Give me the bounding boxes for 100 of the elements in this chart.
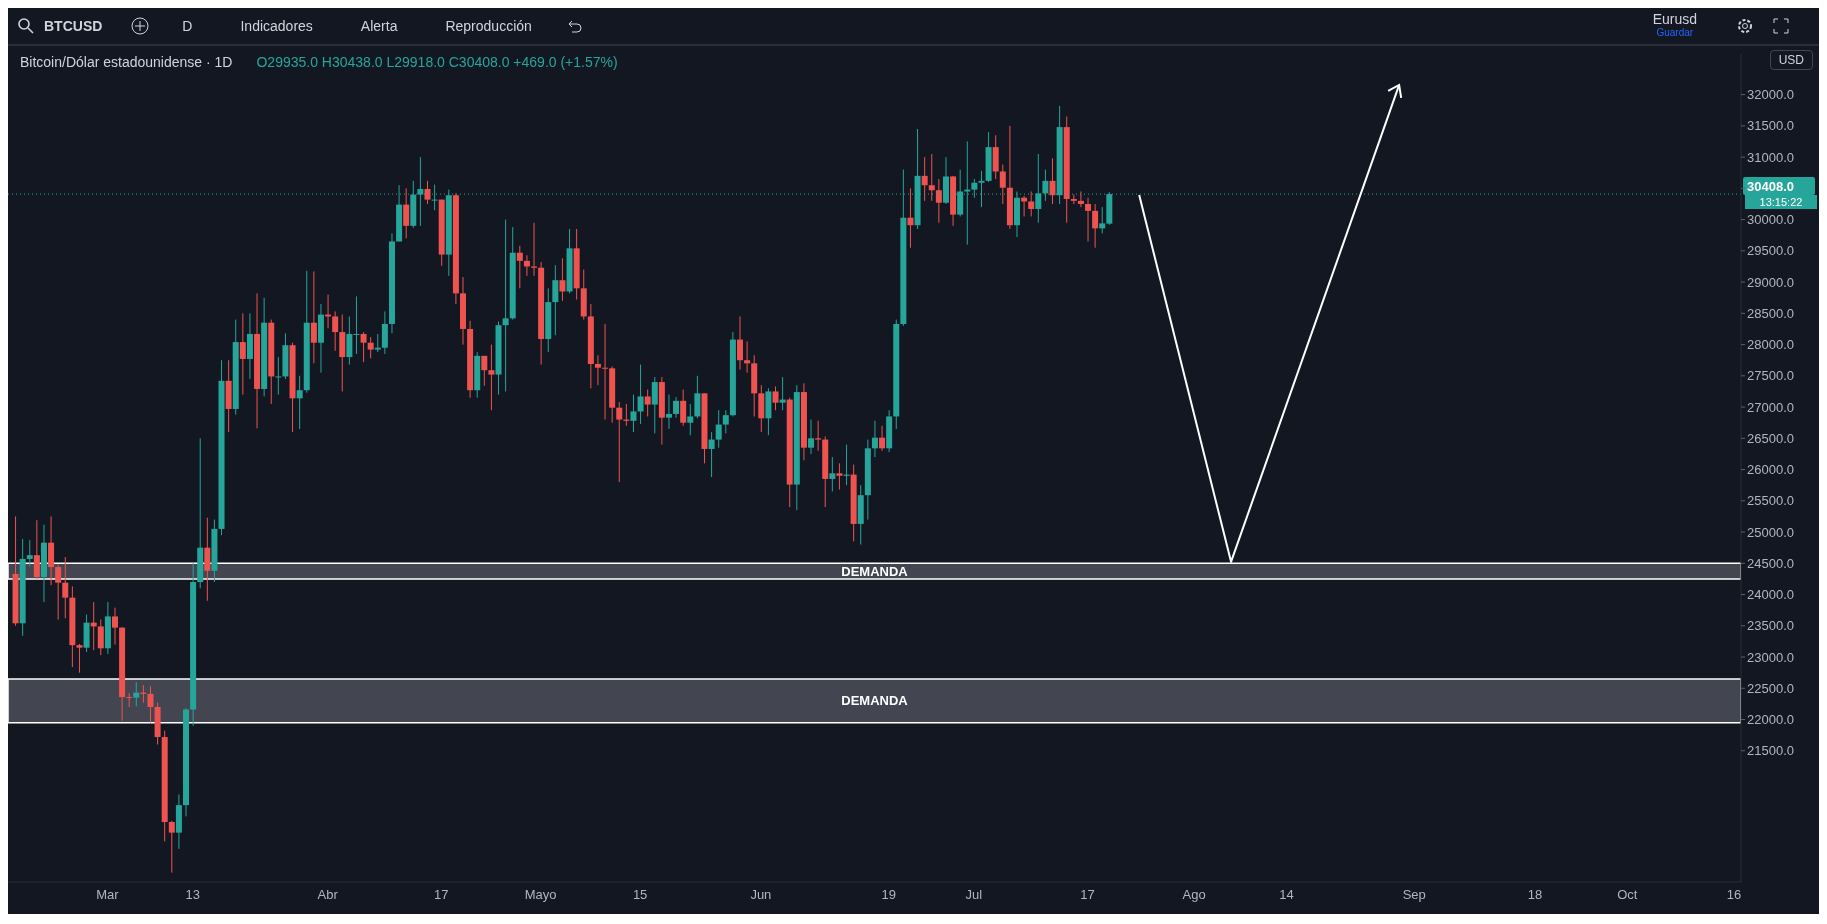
candlestick [630, 394, 637, 433]
y-tick-label: 28500.0 [1747, 305, 1794, 321]
candlestick [665, 394, 672, 430]
y-tick-label: 31500.0 [1747, 118, 1794, 134]
y-tick-label: 24500.0 [1747, 555, 1794, 571]
candlestick [879, 425, 886, 452]
y-tick-label: 24000.0 [1747, 587, 1794, 603]
text: Guardar [1656, 26, 1694, 40]
candlestick [488, 344, 495, 411]
y-tick-label: 28000.0 [1747, 337, 1794, 353]
candlestick [772, 385, 779, 411]
candlestick [111, 607, 118, 646]
candlestick [999, 164, 1006, 205]
chart-subtitle: O29935.0 H30438.0 L29918.0 C30408.0 +469.0 (+1.57%) [256, 54, 618, 70]
y-tick-label: 25000.0 [1747, 524, 1794, 540]
candlestick [374, 333, 381, 353]
candlestick [921, 156, 928, 202]
text: Alerta [360, 18, 398, 34]
candlestick [1049, 157, 1056, 205]
candlestick [687, 403, 694, 436]
candlestick [616, 401, 623, 483]
candlestick [808, 419, 815, 455]
band-label: DEMANDA [841, 563, 909, 579]
y-tick-label: 29500.0 [1747, 243, 1794, 259]
candlestick [559, 257, 566, 302]
candlestick [644, 389, 651, 417]
candlestick [239, 312, 246, 396]
candlestick [133, 681, 140, 707]
y-tick-label: 22500.0 [1747, 680, 1794, 696]
y-tick-label: 26000.0 [1747, 462, 1794, 478]
x-tick-label: Abr [317, 887, 339, 903]
y-tick-label: 31000.0 [1747, 149, 1794, 165]
candlestick [722, 409, 729, 434]
candlestick [779, 376, 786, 411]
candlestick [815, 420, 822, 452]
x-tick-label: Mar [96, 887, 120, 903]
y-tick-label: 32000.0 [1747, 87, 1794, 103]
candlestick [424, 180, 431, 205]
candlestick [708, 431, 715, 478]
candlestick [275, 356, 282, 396]
ref-line-label: 30408.0 [1747, 179, 1794, 195]
text: D [182, 18, 193, 34]
candlestick [76, 643, 83, 674]
candlestick [332, 310, 339, 352]
y-tick-label: 21500.0 [1747, 743, 1794, 759]
candlestick [516, 245, 523, 289]
candlestick [403, 187, 410, 239]
candlestick [168, 820, 175, 874]
x-tick-label: 13 [185, 887, 200, 903]
y-tick-label: 23000.0 [1747, 649, 1794, 665]
candlestick [935, 178, 942, 224]
y-tick-label: 27500.0 [1747, 368, 1794, 384]
candlestick [694, 375, 701, 419]
y-tick-label: 27000.0 [1747, 399, 1794, 415]
candlestick [55, 564, 62, 621]
x-tick-label: Jul [965, 887, 983, 903]
candlestick [296, 375, 303, 430]
text: BTCUSD [44, 18, 103, 34]
y-tick-label: 26500.0 [1747, 430, 1794, 446]
candlestick [531, 222, 538, 277]
x-tick-label: Mayo [524, 887, 557, 903]
text: Indicadores [240, 18, 313, 34]
candlestick [715, 409, 722, 449]
candlestick [502, 219, 509, 392]
candlestick [651, 376, 658, 434]
x-tick-label: 17 [434, 887, 449, 903]
candlestick [744, 340, 751, 374]
candlestick [204, 517, 211, 602]
x-tick-label: Oct [1617, 887, 1638, 903]
candlestick [1092, 203, 1099, 249]
candlestick [594, 354, 601, 386]
candlestick [928, 153, 935, 202]
chart-title: Bitcoin/Dólar estadounidense · 1D [20, 54, 233, 70]
x-tick-label: 18 [1527, 887, 1543, 903]
x-tick-label: Jun [750, 887, 772, 903]
candlestick [33, 519, 40, 580]
candlestick [680, 389, 687, 427]
candlestick [836, 462, 843, 491]
x-tick-label: Ago [1182, 887, 1206, 903]
y-tick-label: 23500.0 [1747, 618, 1794, 634]
candlestick [147, 685, 154, 724]
candlestick [871, 420, 878, 458]
x-tick-label: 19 [881, 887, 896, 903]
candlestick [381, 310, 388, 355]
candlestick [97, 619, 104, 656]
candlestick [1028, 190, 1035, 217]
candlestick [360, 331, 367, 363]
text: Reproducción [445, 18, 532, 34]
candlestick [26, 539, 33, 567]
candlestick [552, 264, 559, 336]
y-tick-label: 29000.0 [1747, 274, 1794, 290]
y-tick-label: 30000.0 [1747, 212, 1794, 228]
y-tick-label: 25500.0 [1747, 493, 1794, 509]
candlestick [673, 396, 680, 419]
x-tick-label: Sep [1402, 887, 1426, 903]
x-tick-label: 17 [1080, 887, 1095, 903]
x-tick-label: 16 [1726, 887, 1742, 903]
x-tick-label: 15 [632, 887, 648, 903]
band-label: DEMANDA [841, 693, 909, 709]
candlestick [481, 355, 488, 387]
